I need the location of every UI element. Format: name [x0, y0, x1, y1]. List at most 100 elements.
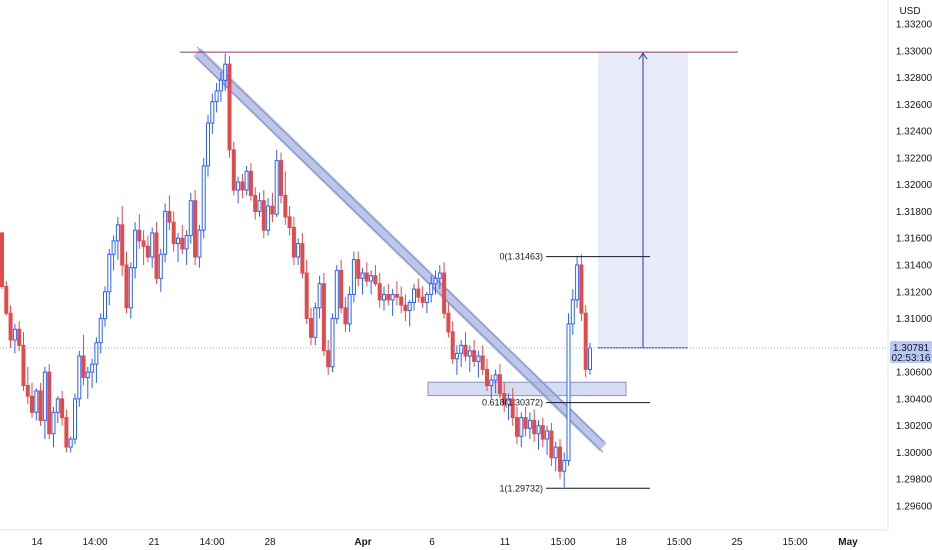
- candle-body: [145, 245, 150, 258]
- time-tick-label: 14:00: [199, 537, 224, 548]
- support-zone[interactable]: [427, 381, 627, 397]
- candle-body: [21, 344, 26, 386]
- price-tick-label: 1.32000: [896, 180, 932, 191]
- candle-body: [184, 235, 189, 250]
- candle-body: [485, 368, 489, 386]
- candle-body: [390, 294, 395, 301]
- time-tick-label: 25: [731, 537, 743, 548]
- candle-body: [77, 355, 82, 400]
- candle-body: [420, 296, 425, 304]
- candle-body: [103, 291, 107, 320]
- candle-body: [34, 390, 39, 413]
- candle-body: [193, 200, 198, 258]
- price-tick-label: 1.33200: [896, 20, 932, 31]
- candle-body: [214, 90, 219, 103]
- candle-body: [206, 122, 210, 167]
- candle-body: [412, 288, 416, 304]
- candle-body: [81, 355, 86, 378]
- candle-body: [218, 79, 223, 92]
- price-tick-label: 1.33000: [896, 46, 932, 57]
- candle-body: [4, 285, 9, 314]
- time-axis[interactable]: 14 14:00 21 14:00 28 Apr 6 11 15:00 18 15:00 25 15:0…: [31, 537, 858, 548]
- price-tick-label: 1.31000: [896, 314, 932, 325]
- candle-body: [562, 460, 567, 472]
- candle-body: [347, 294, 352, 325]
- candle-body: [356, 259, 361, 279]
- candle-body: [523, 417, 528, 429]
- price-axis[interactable]: USD 1.33200 1.33000 1.32800 1.32600 1.32400 1…: [896, 6, 932, 513]
- candle-body: [158, 253, 163, 279]
- candle-body: [463, 344, 468, 357]
- time-tick-label: 21: [148, 537, 160, 548]
- candle-body: [330, 318, 335, 368]
- price-tick-label: 1.30600: [896, 368, 932, 379]
- target-arrow-head: [638, 52, 648, 60]
- candle-body: [472, 350, 477, 362]
- trendline-edge-bottom: [195, 56, 604, 453]
- candle-body: [64, 417, 69, 448]
- candle-body: [111, 240, 116, 255]
- candle-body: [47, 371, 52, 435]
- candle-body: [150, 232, 155, 258]
- candle-body: [266, 205, 271, 231]
- candle-body: [115, 224, 120, 242]
- price-tick-label: 1.31200: [896, 287, 932, 298]
- candle-body: [231, 149, 236, 191]
- current-price-value: 1.30781: [893, 343, 930, 354]
- candle-body: [566, 323, 571, 461]
- candle-body: [30, 395, 34, 413]
- candle-body: [210, 101, 215, 124]
- candle-body: [201, 165, 206, 231]
- candle-body: [386, 294, 391, 301]
- candle-body: [540, 425, 545, 440]
- candle-body: [313, 307, 318, 338]
- time-tick-label: 14: [31, 537, 43, 548]
- candle-body: [403, 304, 408, 312]
- candle-body: [493, 374, 498, 381]
- time-tick-label: Apr: [354, 537, 371, 548]
- candle-body: [579, 264, 584, 314]
- candle-body: [532, 419, 537, 435]
- price-tick-label: 1.31400: [896, 261, 932, 272]
- candles-layer: [0, 53, 592, 488]
- time-tick-label: 15:00: [550, 537, 575, 548]
- candle-body: [429, 283, 434, 295]
- candle-body: [128, 267, 133, 309]
- currency-label[interactable]: USD: [899, 6, 920, 17]
- candle-body: [519, 417, 524, 437]
- candle-body: [12, 328, 17, 341]
- candle-body: [60, 398, 65, 419]
- candle-body: [433, 277, 438, 285]
- candle-body: [476, 355, 481, 362]
- current-price-badge-bg: [890, 341, 932, 363]
- candle-body: [459, 344, 464, 354]
- price-tick-label: 1.31800: [896, 207, 932, 218]
- candle-body: [279, 160, 283, 196]
- candle-body: [497, 374, 502, 394]
- price-tick-label: 1.32600: [896, 100, 932, 111]
- overlay-layer: 0(1.31463) 0.618(1.30372) 1(1.29732): [0, 51, 888, 493]
- candle-body: [283, 194, 288, 218]
- candle-body: [137, 229, 142, 242]
- fib-level-label: 0(1.31463): [499, 252, 543, 262]
- candle-body: [90, 363, 95, 373]
- candle-body: [454, 352, 459, 360]
- candle-body: [377, 283, 382, 301]
- candle-body: [240, 181, 245, 191]
- candle-body: [442, 272, 447, 314]
- candle-body: [120, 224, 125, 266]
- candle-body: [416, 288, 421, 298]
- candle-body: [188, 200, 193, 236]
- candle-body: [73, 398, 77, 440]
- candle-body: [515, 417, 519, 437]
- candle-body: [446, 312, 451, 333]
- trendline-band[interactable]: [193, 48, 607, 452]
- candle-body: [545, 430, 550, 440]
- candle-body: [300, 243, 305, 274]
- candle-body: [236, 181, 241, 191]
- time-tick-label: May: [838, 537, 858, 548]
- bar-countdown: 02:53:16: [892, 353, 931, 364]
- candle-body: [360, 272, 365, 279]
- candle-body: [98, 318, 103, 344]
